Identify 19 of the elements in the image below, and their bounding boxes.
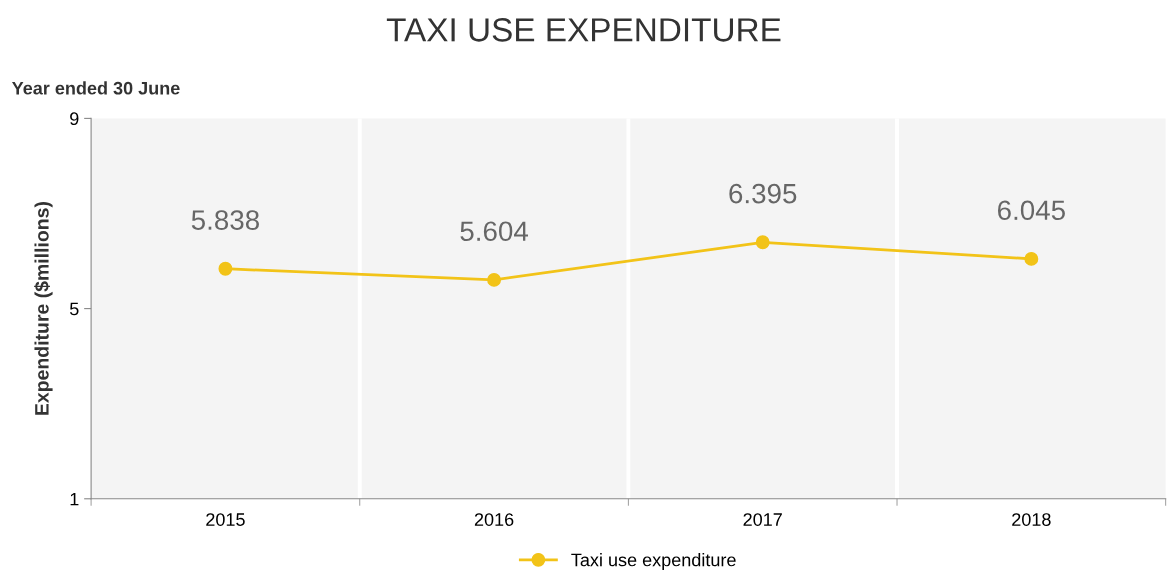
x-tick-label: 2015 (206, 513, 245, 526)
point (487, 272, 502, 287)
text: Year ended 30 June (11, 81, 180, 95)
data-label: 5.838 (191, 210, 259, 230)
y-tick-label: 5 (69, 302, 79, 316)
data-label: 6.045 (998, 200, 1065, 221)
y-axis-title: Expenditure ($millions) (34, 202, 53, 415)
legend-label: Taxi use expenditure (571, 553, 736, 570)
data-label: 5.604 (460, 221, 529, 242)
point (755, 235, 770, 250)
chart-title: TAXI USE EXPENDITURE (386, 18, 781, 42)
point (218, 261, 233, 276)
point (1024, 251, 1039, 266)
y-tick-label: 9 (70, 112, 79, 126)
y-tick-label: 1 (70, 492, 79, 506)
data-label: 6.395 (729, 183, 797, 204)
x-tick-label: 2018 (1012, 513, 1051, 526)
x-tick-label: 2016 (474, 513, 514, 526)
x-tick-label: 2017 (743, 513, 782, 526)
